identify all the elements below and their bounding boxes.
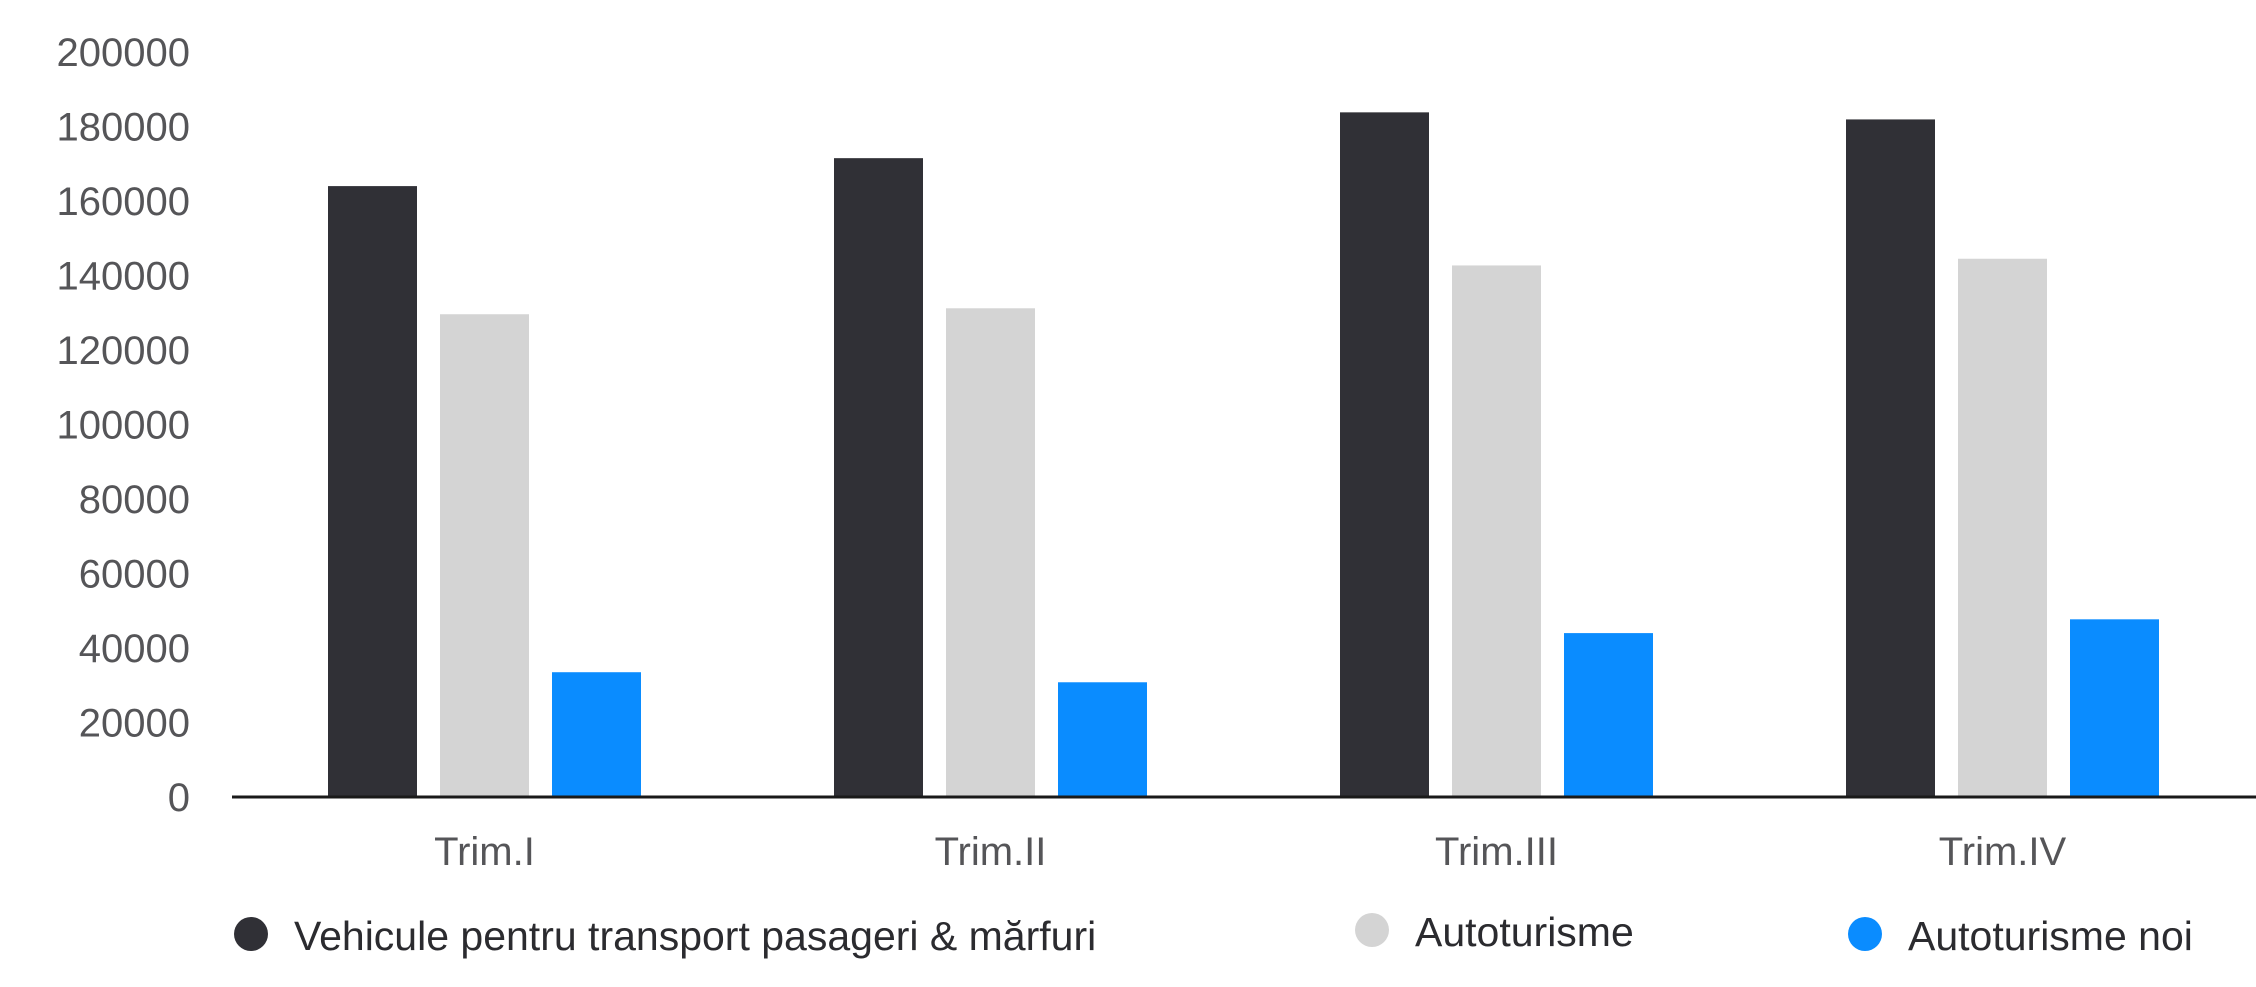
bar — [1058, 682, 1147, 797]
y-tick-label: 140000 — [57, 255, 190, 299]
bar — [2070, 619, 2159, 797]
legend-marker — [1848, 917, 1882, 951]
x-tick-label: Trim.III — [1435, 830, 1558, 874]
legend: Vehicule pentru transport pasageri & măr… — [234, 909, 2193, 959]
bar — [834, 158, 923, 798]
bars — [328, 112, 2159, 798]
bar — [552, 672, 641, 797]
legend-item: Autoturisme — [1355, 909, 1634, 955]
legend-item: Autoturisme noi — [1848, 913, 2193, 959]
y-tick-label: 80000 — [79, 478, 190, 522]
bar — [1340, 112, 1429, 798]
legend-marker — [1355, 913, 1389, 947]
bar — [328, 186, 417, 798]
y-tick-label: 180000 — [57, 106, 190, 150]
y-tick-label: 40000 — [79, 627, 190, 671]
y-tick-label: 160000 — [57, 180, 190, 224]
bar — [1846, 119, 1935, 798]
legend-label: Autoturisme — [1415, 909, 1634, 955]
y-tick-label: 100000 — [57, 404, 190, 448]
bar — [440, 314, 529, 797]
bar — [1958, 258, 2047, 797]
x-tick-label: Trim.I — [434, 830, 535, 874]
legend-label: Autoturisme noi — [1908, 913, 2193, 959]
legend-label: Vehicule pentru transport pasageri & măr… — [294, 913, 1096, 959]
y-tick-label: 0 — [168, 776, 190, 820]
y-tick-label: 120000 — [57, 329, 190, 373]
y-tick-label: 200000 — [57, 31, 190, 75]
y-tick-label: 20000 — [79, 702, 190, 746]
bar — [946, 308, 1035, 797]
x-tick-label: Trim.II — [935, 830, 1047, 874]
legend-marker — [234, 917, 268, 951]
y-axis: 0 20000 40000 60000 80000 100000 120000 140000 1… — [57, 31, 190, 820]
x-tick-label: Trim.IV — [1939, 830, 2067, 874]
x-axis: Trim.I Trim.II Trim.III Trim.IV — [434, 830, 2066, 874]
y-tick-label: 60000 — [79, 553, 190, 597]
bar — [1452, 265, 1541, 797]
bar — [1564, 633, 1653, 797]
legend-item: Vehicule pentru transport pasageri & măr… — [234, 913, 1096, 959]
